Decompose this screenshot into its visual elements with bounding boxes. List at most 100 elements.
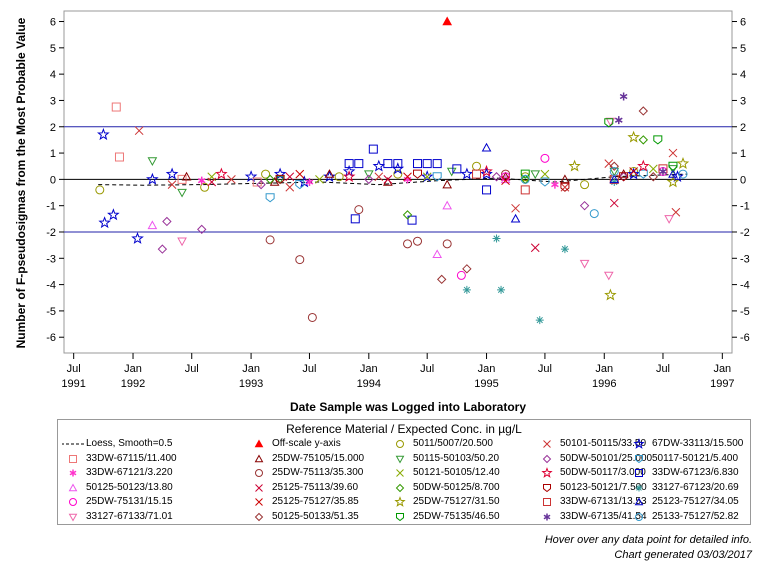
data-point[interactable]: 67DW-33113/15.500: 1992-01-15, -2.25 — [131, 231, 144, 244]
data-point[interactable]: 25DW-75131/15.15: 1995-07-01, 0.8 — [540, 153, 550, 163]
data-point[interactable]: 33DW-67121/3.220: 1993-07-01, -0.1 — [305, 178, 314, 186]
data-point[interactable]: 50121-50105/12.40: 1996-06-01, 0.4 — [648, 164, 658, 174]
data-point[interactable]: 25DW-75113/35.300: 1993-12-01, -1.15 — [354, 205, 364, 215]
data-point[interactable]: 50DW-50101/25.000: 1995-11-01, -1 — [579, 200, 590, 211]
data-point[interactable]: 25125-75113/39.60: 1995-06-01, -2.6 — [530, 243, 540, 253]
data-point[interactable]: 25DW-75113/35.300: 1993-07-10, -5.25 — [307, 312, 317, 322]
data-point[interactable]: 50DW-50125/8.700: 1993-03-01, 0 — [265, 174, 275, 185]
data-point[interactable]: 33DW-67115/11.400: 1991-11-20, 0.85 — [114, 152, 124, 162]
data-point[interactable]: 25DW-75113/35.300: 1994-06-01, -2.35 — [413, 236, 423, 246]
data-point[interactable]: 25DW-75105/15.000: 1993-03-15, -0.1 — [269, 176, 280, 186]
data-point[interactable]: 50115-50103/50.20: 1992-06-01, -0.5 — [177, 188, 187, 198]
data-point[interactable]: 25DW-75113/35.300: 1994-09-01, -2.45 — [442, 239, 452, 249]
data-point[interactable]: 33127-67133/71.01: 1996-07-20, -1.5 — [664, 215, 674, 224]
data-point[interactable]: 50DW-50117/3.000: 1992-10-01, 0.2 — [215, 167, 228, 180]
data-point[interactable]: 50DW-50101/25.000: 1992-04-15, -1.6 — [162, 216, 172, 227]
data-point[interactable]: 33DW-67131/13.53: 1994-12-01, 0.2 — [472, 169, 482, 179]
data-point[interactable]: 33DW-67123/6.830: 1993-11-01, 0.6 — [344, 159, 354, 169]
data-point[interactable]: 33DW-67115/11.400: 1993-01-20, -0.1 — [252, 177, 262, 187]
data-point[interactable]: 50115-50103/50.20: 1994-09-15, 0.3 — [446, 167, 457, 177]
data-point[interactable]: 50115-50103/50.20: 1992-03-01, 0.7 — [147, 157, 158, 166]
data-point[interactable]: 33127-67123/20.69: 1996-02-01, -0.1 — [610, 178, 619, 186]
data-point[interactable]: 50101-50115/33.50: 1992-01-20, 1.85 — [134, 126, 144, 136]
data-point[interactable]: 50DW-50117/3.000: 1996-05-01, 0.5 — [637, 159, 650, 172]
data-point[interactable]: 50DW-50101/25.000: 1992-04-01, -2.65 — [157, 244, 168, 254]
data-point[interactable]: 33127-67123/20.69: 1995-02-01, -2.25 — [492, 234, 501, 243]
data-point[interactable]: 50DW-50101/25.000: 1995-02-01, 0.1 — [491, 172, 502, 182]
data-point[interactable]: 50101-50115/33.50: 1996-01-15, 0.6 — [604, 159, 614, 168]
data-point[interactable]: 25DW-75127/31.50: 1996-08-01, -0.1 — [666, 175, 680, 188]
data-point[interactable]: 50115-50103/50.20: 1994-01-01, 0.2 — [363, 170, 374, 180]
data-point[interactable]: 50101-50115/33.50: 1995-09-01, -0.3 — [560, 182, 570, 192]
data-point[interactable]: 33DW-67123/6.830: 1994-06-01, 0.6 — [413, 159, 423, 169]
data-point[interactable]: 25DW-75105/15.000: 1994-09-01, -0.2 — [442, 179, 453, 189]
data-point[interactable]: 67DW-33113/15.500: 1993-09-01, 0.1 — [323, 170, 336, 183]
data-point[interactable]: 5011/5007/20.500: 1995-05-01, 0.1 — [520, 172, 530, 182]
data-point[interactable]: 33DW-67121/3.220: 1995-08-01, -0.2 — [551, 180, 559, 189]
data-point[interactable]: 67DW-33113/15.500: 1996-04-01, 0.2 — [627, 167, 640, 180]
data-point[interactable]: 33DW-67121/3.220: 1992-08-01, -0.05 — [197, 176, 206, 185]
data-point[interactable]: 50121-50105/12.40: 1994-07-01, 0.1 — [422, 172, 432, 182]
data-point[interactable]: 33DW-67115/11.400: 1991-11-10, 2.75 — [111, 102, 121, 112]
data-point[interactable]: 67DW-33113/15.500: 1992-03-01, 0 — [146, 172, 159, 185]
data-point[interactable]: 33DW-67123/6.830: 1993-12-01, 0.6 — [354, 159, 364, 169]
data-point[interactable]: 50101-50115/33.50: 1992-05-01, -0.2 — [167, 180, 177, 189]
data-point[interactable]: 50125-50123/13.80: 1994-08-01, -2.85 — [432, 249, 443, 259]
data-point[interactable]: 33127-67123/20.69: 1995-09-01, -2.65 — [560, 245, 569, 254]
data-point[interactable]: 25133-75127/52.82: 1996-02-01, 0.3 — [609, 166, 619, 176]
data-point[interactable]: 33DW-67115/11.400: 1992-06-01, 0 — [177, 174, 187, 184]
data-point[interactable]: 50DW-50125/8.700: 1994-05-01, -1.35 — [402, 210, 413, 220]
data-point[interactable]: 33127-67123/20.69: 1995-02-15, -4.2 — [497, 285, 506, 294]
data-point[interactable]: 67DW-33113/15.500: 1994-02-01, 0.5 — [372, 159, 386, 172]
data-point[interactable]: 5011/5007/20.500: 1993-02-15, 0.2 — [261, 169, 271, 179]
data-point[interactable]: 25DW-75113/35.300: 1993-06-01, -3.05 — [295, 255, 305, 265]
data-point[interactable]: 50123-50121/7.500: 1995-09-01, -0.3 — [560, 182, 570, 192]
data-point[interactable]: 50125-50133/51.35: 1994-08-15, -3.8 — [436, 274, 447, 285]
data-point[interactable]: 50101-50115/33.50: 1994-02-01, 0.1 — [374, 172, 384, 182]
data-point[interactable]: 33127-67133/71.01: 1995-11-01, -3.2 — [579, 259, 590, 269]
data-point[interactable]: 50115-50103/50.20: 1996-02-01, 0.3 — [609, 167, 620, 177]
data-point[interactable]: 25125-75127/35.85: 1996-04-01, 0.3 — [629, 167, 638, 176]
data-point[interactable]: 33DW-67123/6.830: 1994-04-01, 0.6 — [393, 159, 403, 169]
data-point[interactable]: 50DW-50101/25.000: 1992-08-01, -1.9 — [197, 224, 207, 235]
data-point[interactable]: 25125-75113/39.60: 1992-09-01, -0.1 — [207, 177, 217, 187]
data-point[interactable]: 50123-50121/7.500: 1993-04-01, 0 — [275, 174, 285, 185]
data-point[interactable]: 67DW-33113/15.500: 1995-01-01, 0.2 — [480, 167, 493, 180]
data-point[interactable]: 50125-50133/51.35: 1996-02-01, 0.5 — [609, 161, 619, 171]
data-point[interactable]: 5011/5007/20.500: 1995-11-01, -0.2 — [580, 180, 590, 190]
data-point[interactable]: 25DW-75127/31.50: 1996-04-01, 1.6 — [627, 130, 640, 143]
data-point[interactable]: 50123-50121/7.500: 1996-03-01, 0.1 — [619, 172, 629, 182]
data-point[interactable]: 67DW-33113/15.500: 1996-08-15, 0.1 — [671, 170, 684, 183]
data-point[interactable]: 25125-75127/35.85: 1994-05-01, 0.1 — [403, 172, 412, 182]
data-point[interactable]: 25123-75127/34.05: 1996-02-01, 0 — [609, 174, 620, 184]
data-point[interactable]: 25DW-75135/46.50: 1995-05-01, 0.2 — [520, 169, 530, 179]
data-point[interactable]: 50125-50123/13.80: 1994-09-01, -1 — [442, 200, 453, 210]
data-point[interactable]: 25123-75127/34.05: 1996-08-01, 0.2 — [668, 169, 678, 178]
data-point[interactable]: 33DW-67123/6.830: 1995-01-01, -0.4 — [482, 185, 492, 195]
data-point[interactable]: 25DW-75105/15.000: 1993-09-01, 0.2 — [324, 169, 335, 178]
data-point[interactable]: 50123-50121/7.500: 1994-06-01, 0.2 — [413, 169, 423, 179]
data-point[interactable]: 50115-50103/50.20: 1995-06-01, 0.2 — [530, 170, 541, 180]
data-point[interactable]: 33DW-67123/6.830: 1994-07-01, 0.6 — [422, 159, 432, 169]
data-point[interactable]: 5011/5007/20.500: 1991-09-20, -0.4 — [95, 185, 105, 195]
data-point[interactable]: 25DW-75105/15.000: 1996-03-01, 0.2 — [618, 169, 629, 178]
data-point[interactable]: 50101-50115/33.50: 1992-11-01, 0 — [227, 175, 236, 184]
data-point[interactable]: 50125-50133/51.35: 1996-05-01, 2.6 — [638, 106, 649, 116]
data-point[interactable]: 50DW-50117/3.000: 1993-11-01, 0.1 — [342, 170, 356, 183]
data-point[interactable]: 25133-75127/52.82: 1996-09-01, 0.2 — [678, 169, 688, 179]
data-point[interactable]: 25125-75127/35.85: 1995-03-01, -0.05 — [501, 176, 510, 186]
data-point[interactable]: 5011/5007/20.500: 1996-04-01, 0.3 — [629, 166, 639, 176]
data-point[interactable]: 5011/5007/20.500: 1993-10-01, 0.1 — [334, 172, 344, 182]
data-point[interactable]: 25125-75113/39.60: 1996-02-01, -0.9 — [609, 198, 619, 208]
data-point[interactable]: 67DW-33113/15.500: 1991-10-05, -1.65 — [98, 216, 111, 229]
data-point[interactable]: 50117-50121/5.400: 1993-03-01, -0.7 — [265, 193, 275, 203]
data-point[interactable]: 50101-50115/33.50: 1995-04-01, -1.1 — [511, 203, 520, 213]
data-point[interactable]: 25DW-75113/35.300: 1993-03-01, -2.3 — [265, 235, 275, 245]
data-point[interactable]: 33DW-67135/41.54: 1996-02-15, 2.25 — [614, 116, 623, 125]
data-point[interactable]: 33DW-67123/6.830: 1994-10-01, 0.4 — [452, 164, 462, 174]
data-point[interactable]: 33DW-67123/6.830: 1994-08-01, 0.6 — [432, 159, 442, 169]
data-point[interactable]: 25125-75127/35.85: 1993-06-01, 0.2 — [295, 169, 305, 179]
data-point[interactable]: 5011/5007/20.500: 1994-04-01, 0.2 — [393, 169, 403, 179]
data-point[interactable]: 67DW-33113/15.500: 1994-07-01, 0.1 — [420, 170, 434, 183]
data-point[interactable]: 50117-50121/5.400: 1995-07-01, -0.1 — [540, 177, 550, 187]
